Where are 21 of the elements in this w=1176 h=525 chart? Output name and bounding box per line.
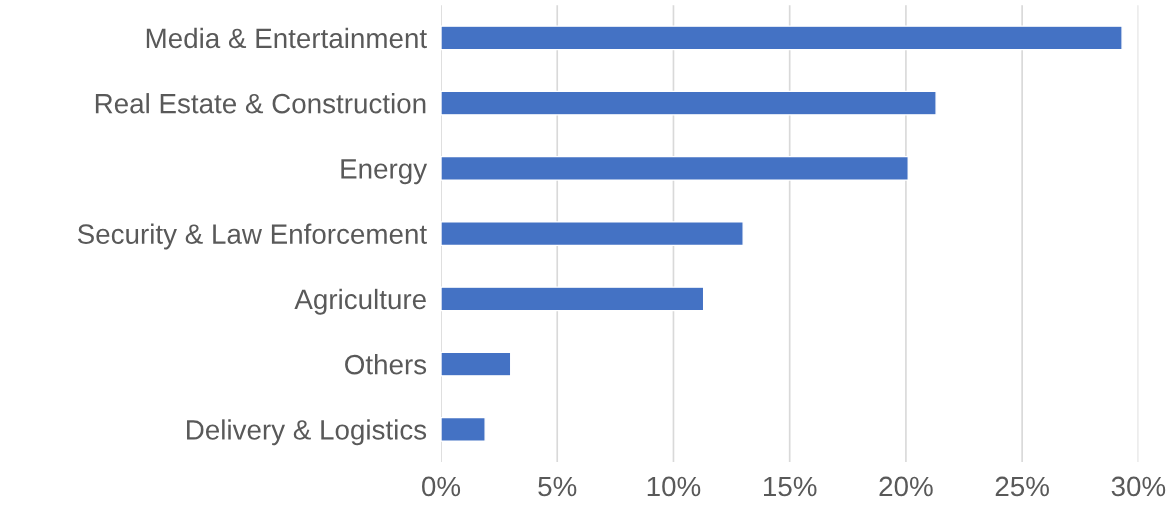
- x-tick-label: 15%: [764, 476, 817, 497]
- y-tick-label: Security & Law Enforcement: [77, 223, 427, 250]
- x-tick-label: 10%: [647, 476, 701, 497]
- y-tick-label: Media & Entertainment: [146, 27, 427, 49]
- x-tick-label: 25%: [995, 476, 1049, 497]
- bar: [441, 155, 909, 181]
- bar: [441, 90, 937, 116]
- x-tick-label: 0%: [422, 476, 461, 497]
- bar: [441, 351, 512, 377]
- y-tick-label: Real Estate & Construction: [95, 93, 426, 114]
- y-tick-label: Delivery & Logistics: [187, 419, 427, 446]
- bar: [441, 416, 486, 442]
- bar: [441, 286, 705, 312]
- y-tick-label: Others: [345, 354, 427, 375]
- bar: [441, 25, 1123, 51]
- y-tick-label: Agriculture: [294, 288, 426, 315]
- y-tick-label: Energy: [341, 159, 428, 185]
- x-tick-label: 30%: [1111, 476, 1166, 497]
- x-tick-label: 20%: [879, 476, 933, 497]
- bar: [441, 221, 744, 247]
- x-tick-label: 5%: [538, 476, 577, 497]
